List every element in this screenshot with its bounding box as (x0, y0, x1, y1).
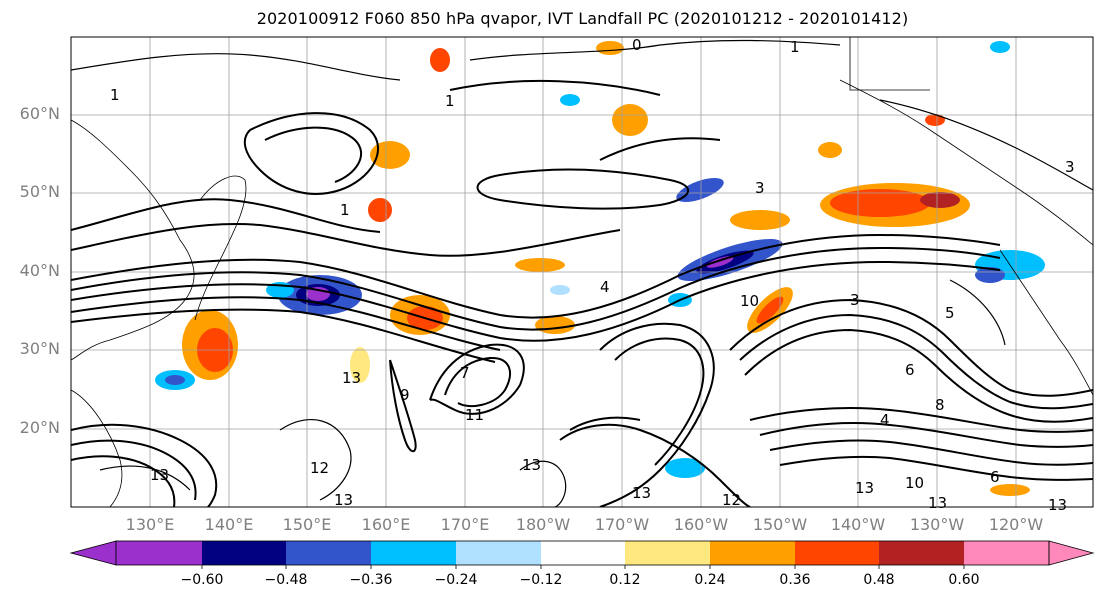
contour-label: 13 (150, 466, 169, 484)
colorbar-swatch (202, 541, 286, 565)
colorbar-tick-label: −0.48 (264, 572, 308, 588)
colorbar-tick-label: −0.12 (519, 572, 563, 588)
lat-label: 40°N (19, 261, 60, 280)
lon-label: 160°W (673, 515, 729, 534)
lon-label: 180°W (515, 515, 571, 534)
colorbar (69, 540, 1095, 569)
coastlines (71, 37, 1093, 507)
colorbar-tick-label: 0.60 (948, 572, 980, 588)
ivt-contours-thin (71, 39, 1093, 507)
contour-label: 6 (905, 361, 915, 379)
contour-label: 13 (342, 369, 361, 387)
contour-label: 8 (935, 396, 945, 414)
contour-label: 10 (905, 474, 924, 492)
colorbar-outline (115, 540, 1050, 566)
lon-label: 150°E (282, 515, 332, 534)
colorbar-swatch (625, 541, 710, 565)
contour-label: 0 (632, 36, 642, 54)
lat-label: 60°N (19, 104, 60, 123)
colorbar-swatch (879, 541, 964, 565)
contour-label: 13 (1048, 496, 1067, 514)
colorbar-swatch (456, 541, 541, 565)
contour-label: 4 (600, 278, 610, 296)
colorbar-tick-label: −0.60 (180, 572, 224, 588)
contour-label: 13 (522, 456, 541, 474)
colorbar-swatch (371, 541, 456, 565)
colorbar-swatch (541, 541, 625, 565)
colorbar-tick-label: 0.36 (779, 572, 811, 588)
contour-label: 10 (740, 292, 759, 310)
lon-label: 150°W (752, 515, 808, 534)
lon-label: 160°E (361, 515, 411, 534)
contour-label: 6 (990, 468, 1000, 486)
contour-label: 1 (445, 92, 455, 110)
lon-label: 120°W (988, 515, 1044, 534)
colorbar-swatch (710, 541, 795, 565)
contour-label: 3 (755, 179, 765, 197)
colorbar-swatch (795, 541, 879, 565)
lat-label: 20°N (19, 418, 60, 437)
contour-label: 3 (850, 291, 860, 309)
lon-label: 140°E (204, 515, 254, 534)
contour-label: 3 (1065, 158, 1075, 176)
contour-label: 12 (722, 491, 741, 509)
colorbar-swatch (964, 541, 1049, 565)
lon-label: 170°W (594, 515, 650, 534)
lon-label: 130°E (125, 515, 175, 534)
colorbar-swatch (116, 541, 202, 565)
map-frame (70, 36, 1094, 508)
ivt-contours (71, 79, 1093, 507)
colorbar-extend-high (1048, 540, 1095, 566)
map-title: 2020100912 F060 850 hPa qvapor, IVT Land… (256, 9, 909, 28)
colorbar-tick-label: −0.24 (434, 572, 478, 588)
contour-label: 7 (460, 364, 470, 382)
colorbar-tick-label: 0.24 (694, 572, 726, 588)
contour-label-group: 1 1 0 1 1 3 3 3 4 4 5 6 6 7 8 9 10 10 11… (110, 36, 1075, 514)
colorbar-tick-label: 0.48 (863, 572, 895, 588)
contour-label: 11 (465, 406, 484, 424)
contour-label: 13 (928, 494, 947, 512)
colorbar-extend-low (69, 540, 117, 566)
contour-label: 13 (334, 491, 353, 509)
lat-label: 30°N (19, 339, 60, 358)
lon-label: 130°W (909, 515, 965, 534)
map-plot-area (71, 37, 1093, 507)
colorbar-tick-label: 0.12 (609, 572, 641, 588)
contour-label: 4 (880, 411, 890, 429)
lat-label: 50°N (19, 182, 60, 201)
contour-label: 1 (790, 38, 800, 56)
contour-label: 12 (310, 459, 329, 477)
contour-label: 1 (110, 86, 120, 104)
contour-label: 1 (340, 201, 350, 219)
contour-label: 9 (400, 386, 410, 404)
contour-label: 5 (945, 304, 955, 322)
colorbar-tick-label: −0.36 (349, 572, 393, 588)
lon-label: 140°W (830, 515, 886, 534)
colorbar-swatch (286, 541, 371, 565)
shaded-anomalies (155, 41, 1045, 496)
contour-label: 13 (632, 484, 651, 502)
contour-label: 13 (855, 479, 874, 497)
lon-label: 170°E (440, 515, 490, 534)
